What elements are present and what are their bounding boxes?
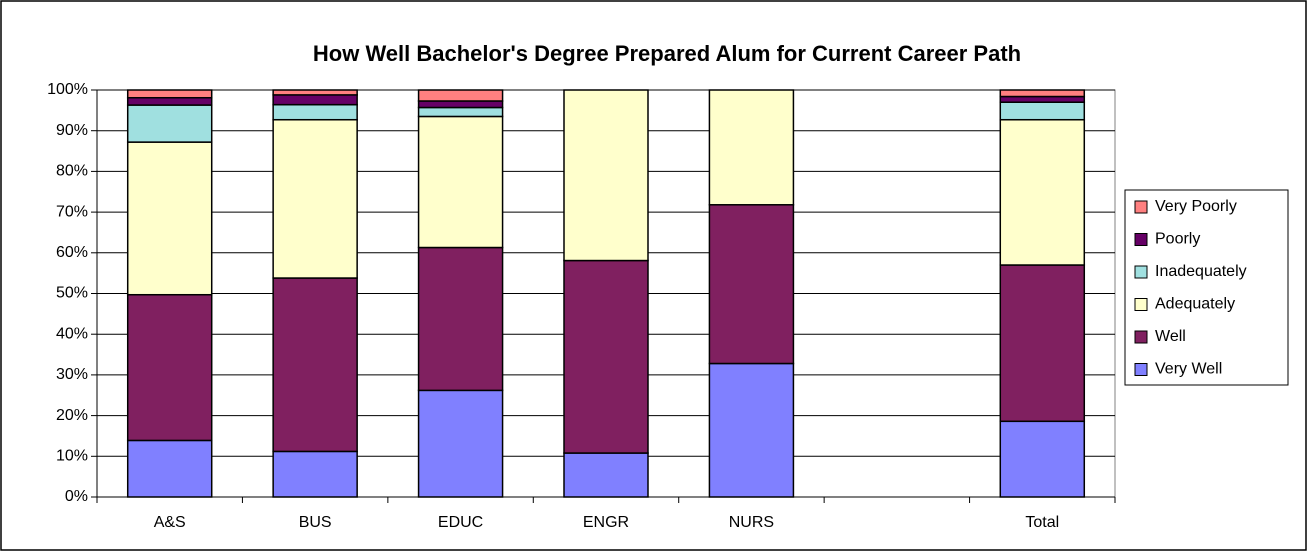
y-tick-label: 30% [56,366,88,383]
legend-swatch [1134,298,1148,311]
bar-segment [272,277,358,453]
bar-segment [417,389,504,498]
bar-segment [417,246,504,392]
x-tick-label: NURS [729,514,774,531]
bar-segment [272,89,358,96]
bar-segment [999,95,1086,103]
legend-label: Well [1155,328,1186,345]
x-tick-label: BUS [299,514,332,531]
bar-segment [126,104,213,143]
bar-segment [999,89,1086,98]
bar-segment [563,89,649,262]
y-tick-label: 70% [56,203,88,220]
bar-segment [126,293,213,442]
legend-box [1124,189,1289,386]
legend-swatch [1134,330,1148,344]
y-tick-label: 50% [56,285,88,302]
bar-segment [417,115,504,249]
bar-segment [417,106,504,118]
bar-segment [272,103,358,121]
bar-segment [126,439,213,498]
bar-segment [272,450,358,498]
bar-segment [126,89,213,99]
bar-segment [417,89,504,102]
x-tick-label: A&S [154,514,186,531]
y-tick-label: 100% [47,81,88,98]
legend-swatch [1134,363,1148,376]
legend-label: Very Poorly [1155,198,1237,215]
y-tick-label: 90% [56,122,88,139]
bar-segment [708,204,795,365]
y-tick-label: 10% [56,448,88,465]
bar-segment [272,94,358,106]
bar-segment [999,420,1086,498]
legend-label: Very Well [1155,361,1222,378]
bar-segment [708,362,795,498]
y-tick-label: 40% [56,325,88,342]
bar-segment [563,452,649,498]
bar-segment [417,100,504,109]
x-tick-label: ENGR [583,514,629,531]
legend-label: Poorly [1155,231,1200,248]
bar-segment [272,118,358,279]
y-tick-label: 0% [65,488,88,505]
legend-swatch [1134,265,1148,279]
x-tick-label: Total [1025,514,1059,531]
bar-segment [708,89,795,206]
legend-swatch [1134,200,1148,214]
bar-segment [563,259,649,454]
bar-segment [999,264,1086,423]
bar-segment [999,101,1086,121]
y-tick-label: 80% [56,163,88,180]
y-tick-label: 20% [56,407,88,424]
legend-swatch [1134,233,1148,246]
bar-segment [126,96,213,106]
legend-label: Adequately [1155,296,1235,313]
legend-label: Inadequately [1155,263,1247,280]
bar-segment [126,141,213,296]
chart-title: How Well Bachelor's Degree Prepared Alum… [313,41,1021,66]
bar-segment [999,118,1086,266]
y-tick-label: 60% [56,244,88,261]
x-tick-label: EDUC [438,514,483,531]
